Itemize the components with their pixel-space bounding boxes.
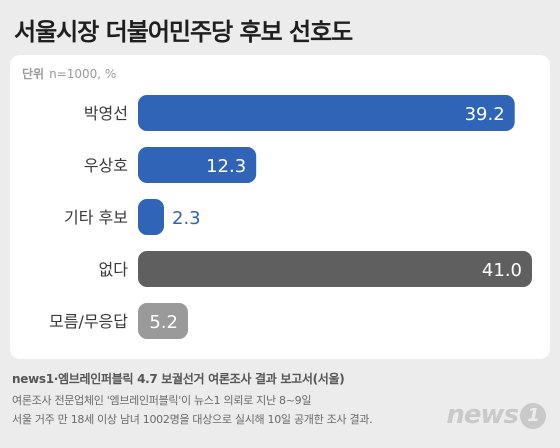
bar-chart: 박영선 39.2 우상호 12.3 기타 후보 2.3 없다 41.0 모름/무응답 5.2 <box>49 95 532 339</box>
chart-title: 서울시장 더불어민주당 후보 선호도 <box>14 18 353 46</box>
logo-mark-icon: 1 <box>520 402 546 429</box>
unit-value: n=1000, % <box>49 67 117 81</box>
unit-heading: 단위 <box>22 67 45 81</box>
category-label: 우상호 <box>84 156 128 175</box>
category-label: 모름/무응답 <box>49 312 128 331</box>
category-label: 박영선 <box>84 104 128 123</box>
survey-note-line-2: 서울 거주 만 18세 이상 남녀 1002명을 대상으로 실시해 10일 공개… <box>12 413 373 426</box>
logo-text: news <box>446 400 519 430</box>
category-label: 없다 <box>99 260 129 279</box>
bar <box>138 199 164 235</box>
bar <box>138 251 532 287</box>
bar <box>138 303 188 339</box>
chart-panel: 단위 n=1000, % 박영선 39.2 우상호 12.3 기타 후보 2.3 없다 41.0… <box>10 55 550 359</box>
category-label: 기타 후보 <box>64 208 128 227</box>
bar <box>138 147 257 183</box>
survey-note-line-1: 여론조사 전문업체인 '엠브레인퍼블릭'이 뉴스1 의뢰로 지난 8~9일 <box>12 394 312 407</box>
source-text: news1·엠브레인퍼블릭 4.7 보궐선거 여론조사 결과 보고서(서울) <box>12 372 345 386</box>
unit-label: 단위 n=1000, % <box>22 65 116 82</box>
news1-logo: news 1 <box>446 400 546 430</box>
value-label: 39.2 <box>465 104 505 125</box>
value-label: 41.0 <box>482 260 522 281</box>
value-label: 2.3 <box>172 208 201 229</box>
value-label: 5.2 <box>149 312 178 333</box>
bar <box>138 95 515 131</box>
value-label: 12.3 <box>206 156 246 177</box>
